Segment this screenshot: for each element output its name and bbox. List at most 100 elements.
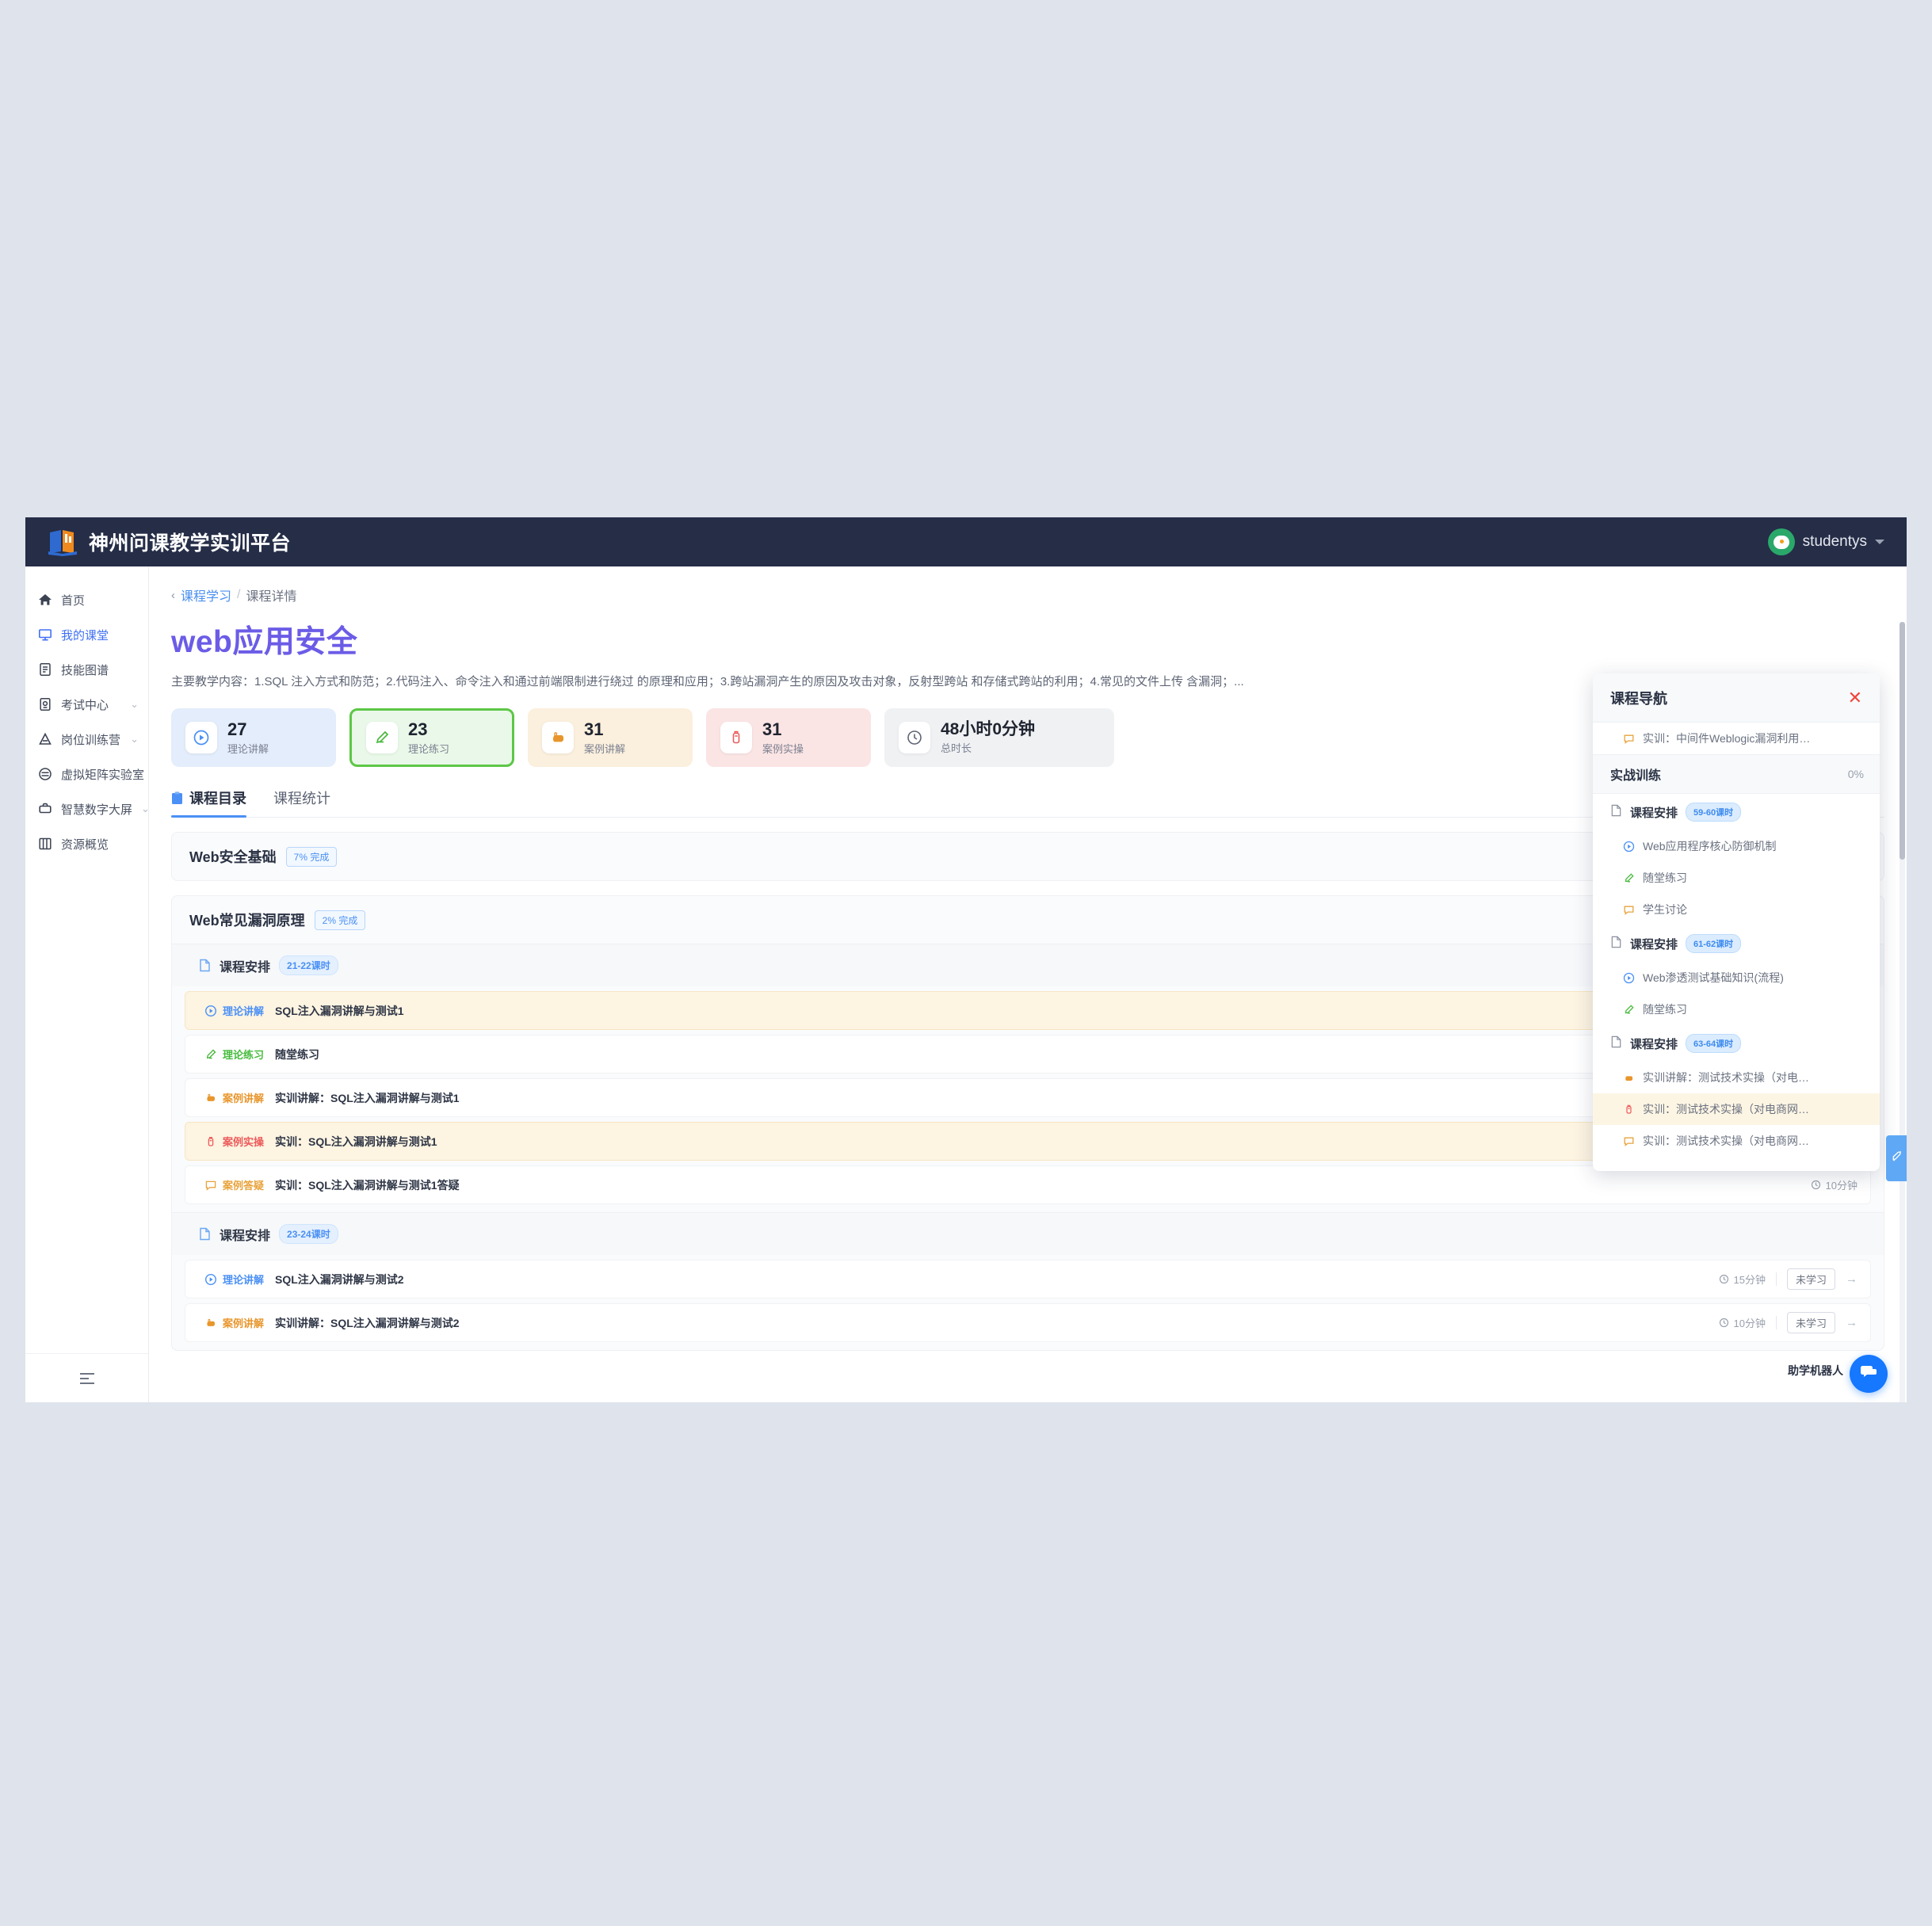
hand-icon <box>204 1092 217 1104</box>
play-circle-icon <box>204 1273 217 1286</box>
sidebar-collapse-button[interactable] <box>25 1353 148 1402</box>
course-description: 主要教学内容：1.SQL 注入方式和防范；2.代码注入、命令注入和通过前端限制进… <box>171 675 1244 688</box>
lesson-duration-text: 10分钟 <box>1825 1180 1858 1192</box>
lesson-group-label: 课程安排 <box>220 960 271 974</box>
lesson-row[interactable]: 案例讲解 实训讲解：SQL注入漏洞讲解与测试1 <box>185 1078 1871 1118</box>
user-menu[interactable]: studentys <box>1767 528 1884 555</box>
nav-list-item-label: 随堂练习 <box>1643 1003 1687 1016</box>
stat-card-case-practice[interactable]: 31 案例实操 <box>706 708 871 768</box>
section-header[interactable]: Web安全基础 7% 完成 <box>172 833 1884 880</box>
sidebar-item-resources[interactable]: 资源概览 <box>25 826 148 861</box>
tab-course-statistics[interactable]: 课程统计 <box>273 788 330 817</box>
nav-list-item[interactable]: Web应用程序核心防御机制 <box>1593 830 1880 862</box>
lesson-row[interactable]: 理论练习 随堂练习 <box>185 1035 1871 1074</box>
nav-list-item[interactable]: 学生讨论 <box>1593 894 1880 925</box>
section-header[interactable]: Web常见漏洞原理 2% 完成 <box>172 896 1884 944</box>
book-logo-icon <box>48 528 78 556</box>
sidebar-item-training-camp[interactable]: 岗位训练营 ⌄ <box>25 722 148 757</box>
stat-label: 总时长 <box>941 742 972 755</box>
stat-value: 31 <box>762 719 782 739</box>
lesson-row-list: 理论讲解 SQL注入漏洞讲解与测试2 15分钟 未学习 <box>172 1260 1884 1350</box>
lesson-row-meta: 15分钟 未学习 → <box>1719 1268 1858 1291</box>
nav-list-item[interactable]: Web渗透测试基础知识(流程) <box>1593 962 1880 994</box>
chevron-down-icon[interactable] <box>1875 540 1884 544</box>
pencil-icon <box>1623 1004 1635 1016</box>
nav-list-item[interactable]: 实训：测试技术实操（对电商网… <box>1593 1125 1880 1157</box>
sidebar-item-my-classroom[interactable]: 我的课堂 <box>25 617 148 652</box>
sidebar-item-label: 技能图谱 <box>61 663 109 677</box>
chat-bubble-icon <box>1859 1363 1878 1386</box>
chat-assistant-button[interactable] <box>1850 1355 1888 1393</box>
nav-list-item[interactable]: 实训讲解：测试技术实操（对电… <box>1593 1062 1880 1093</box>
lesson-row[interactable]: 理论讲解 SQL注入漏洞讲解与测试2 15分钟 未学习 <box>185 1260 1871 1299</box>
nav-group-label: 课程安排 <box>1630 1037 1678 1051</box>
stat-card-theory-lecture[interactable]: 27 理论讲解 <box>171 708 336 768</box>
nav-list-item[interactable]: 实训：中间件Weblogic漏洞利用… <box>1593 723 1880 754</box>
skill-map-icon <box>38 662 52 677</box>
nav-list-item[interactable]: 实训：测试技术实操（对电商网… <box>1593 1093 1880 1125</box>
tab-course-catalog[interactable]: 课程目录 <box>171 788 246 818</box>
nav-list-item[interactable]: 随堂练习 <box>1593 862 1880 894</box>
nav-group-header[interactable]: 课程安排 59-60课时 <box>1593 794 1880 830</box>
sidebar-item-home[interactable]: 首页 <box>25 582 148 617</box>
chevron-down-icon[interactable]: ⌄ <box>141 803 150 814</box>
chevron-left-icon[interactable]: ‹ <box>171 588 175 602</box>
chevron-down-icon[interactable]: ⌄ <box>130 698 139 710</box>
status-badge[interactable]: 未学习 <box>1786 1268 1835 1291</box>
stat-card-total-duration[interactable]: 48小时0分钟 总时长 <box>884 708 1114 768</box>
lesson-kind: 理论练习 <box>223 1049 265 1062</box>
catalog-icon <box>171 791 183 805</box>
lesson-duration-text: 10分钟 <box>1733 1318 1766 1330</box>
section-title: Web安全基础 <box>189 849 277 866</box>
go-arrow-icon[interactable]: → <box>1846 1316 1858 1330</box>
lesson-group-header[interactable]: 课程安排 23-24课时 <box>172 1212 1884 1256</box>
status-badge[interactable]: 未学习 <box>1786 1312 1835 1334</box>
brand[interactable]: 神州问课教学实训平台 <box>48 528 291 556</box>
hand-icon <box>1623 1072 1635 1084</box>
breadcrumb-link-course-study[interactable]: 课程学习 <box>181 590 232 604</box>
nav-group-header[interactable]: 课程安排 61-62课时 <box>1593 925 1880 962</box>
nav-group-header[interactable]: 课程安排 63-64课时 <box>1593 1025 1880 1062</box>
divider <box>1775 1316 1777 1330</box>
tab-label: 课程目录 <box>189 791 246 807</box>
stat-card-row: 27 理论讲解 23 理论练习 <box>171 708 1907 768</box>
page-title: web应用安全 <box>171 625 358 659</box>
training-camp-icon <box>38 732 52 746</box>
nav-list-item[interactable]: 随堂练习 <box>1593 994 1880 1025</box>
course-navigation-body[interactable]: 实训：中间件Weblogic漏洞利用… 实战训练 0% 课程安排 59-60课时 <box>1593 723 1880 1171</box>
main-content: ‹ 课程学习 / 课程详情 web应用安全 主要教学内容：1.SQL 注入方式和… <box>149 566 1907 1402</box>
clock-icon <box>1719 1274 1729 1284</box>
lesson-row[interactable]: 理论讲解 SQL注入漏洞讲解与测试1 <box>185 991 1871 1031</box>
vertical-scrollbar[interactable] <box>1900 622 1905 1402</box>
sidebar-item-skill-map[interactable]: 技能图谱 <box>25 652 148 687</box>
back-to-top-tab[interactable] <box>1886 1135 1907 1181</box>
play-circle-icon <box>185 722 217 754</box>
document-icon <box>1610 936 1622 952</box>
top-bar: 神州问课教学实训平台 studentys <box>25 517 1907 566</box>
lesson-group-badge: 21-22课时 <box>279 955 338 976</box>
scrollbar-thumb[interactable] <box>1900 622 1905 860</box>
lesson-row[interactable]: 案例答疑 实训：SQL注入漏洞讲解与测试1答疑 10分钟 <box>185 1165 1871 1205</box>
sidebar-item-virtual-lab[interactable]: 虚拟矩阵实验室 ⌄ <box>25 757 162 791</box>
close-icon[interactable]: ✕ <box>1847 687 1862 707</box>
lesson-title: SQL注入漏洞讲解与测试1 <box>275 1004 404 1017</box>
chat-icon <box>1623 733 1635 745</box>
collapse-sidebar-icon <box>79 1372 95 1385</box>
go-arrow-icon[interactable]: → <box>1846 1272 1858 1287</box>
stat-card-theory-practice[interactable]: 23 理论练习 <box>349 708 514 768</box>
nav-list-item-label: 实训讲解：测试技术实操（对电… <box>1643 1071 1809 1084</box>
chevron-down-icon[interactable]: ⌄ <box>130 733 139 745</box>
sidebar-item-dashboard[interactable]: 智慧数字大屏 ⌄ <box>25 791 150 826</box>
sidebar-item-exam-center[interactable]: 考试中心 ⌄ <box>25 687 148 722</box>
lesson-row[interactable]: 案例实操 实训：SQL注入漏洞讲解与测试1 25分钟 <box>185 1122 1871 1161</box>
lesson-duration: 15分钟 <box>1719 1272 1766 1287</box>
clock-icon <box>1811 1180 1821 1190</box>
lesson-row[interactable]: 案例讲解 实训讲解：SQL注入漏洞讲解与测试2 10分钟 <box>185 1303 1871 1343</box>
clock-icon <box>899 722 930 754</box>
nav-subsection-header: 实战训练 0% <box>1593 754 1880 794</box>
stat-card-case-lecture[interactable]: 31 案例讲解 <box>528 708 693 768</box>
section-title: Web常见漏洞原理 <box>189 913 305 929</box>
sidebar-item-label: 首页 <box>61 593 86 608</box>
nav-list-item-label: 实训：测试技术实操（对电商网… <box>1643 1103 1809 1116</box>
nav-list-item-label: 实训：中间件Weblogic漏洞利用… <box>1643 732 1811 745</box>
